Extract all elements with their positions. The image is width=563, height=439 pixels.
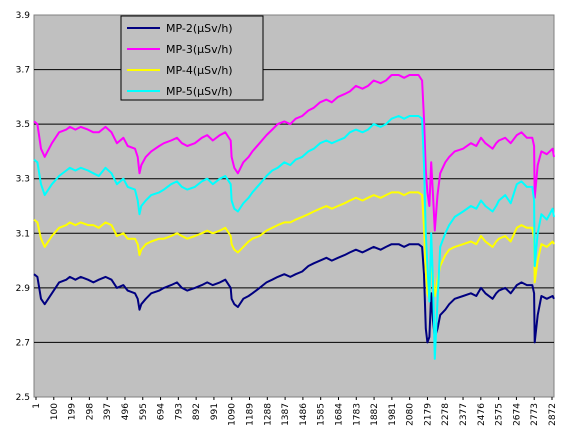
x-tick-label: 1 <box>32 403 42 409</box>
x-axis-ticks: 1 100 199 298 397 496 595 694 793 892 991 1090 1189 1… <box>32 397 558 426</box>
x-tick-label: 1684 <box>334 403 344 426</box>
x-tick-label: 1981 <box>388 403 398 426</box>
legend-label: MP-2(μSv/h) <box>166 22 233 35</box>
x-tick-label: 991 <box>210 403 220 420</box>
x-tick-label: 2674 <box>512 403 522 426</box>
x-tick-label: 1882 <box>370 403 380 426</box>
series-line-2 <box>33 243 555 344</box>
x-tick-label: 496 <box>121 403 131 420</box>
x-tick-label: 2080 <box>406 403 416 426</box>
x-tick-label: 1783 <box>352 403 362 426</box>
legend-label: MP-4(μSv/h) <box>166 64 233 77</box>
y-tick-label: 3.7 <box>16 66 30 76</box>
x-tick-label: 793 <box>174 403 184 420</box>
legend: MP-2(μSv/h) MP-3(μSv/h) MP-4(μSv/h) MP-5(μS… <box>120 15 264 101</box>
x-tick-label: 298 <box>85 403 95 420</box>
x-tick-label: 1387 <box>281 403 291 426</box>
y-tick-label: 2.7 <box>16 338 30 348</box>
x-tick-label: 694 <box>157 403 167 420</box>
x-tick-label: 2575 <box>495 403 505 426</box>
x-tick-label: 199 <box>68 403 78 420</box>
x-tick-label: 2278 <box>441 403 451 426</box>
x-tick-label: 2377 <box>459 403 469 426</box>
series-line-5 <box>33 115 555 360</box>
x-tick-label: 397 <box>103 403 113 420</box>
x-tick-label: 2179 <box>423 403 433 426</box>
x-tick-label: 595 <box>139 403 149 420</box>
x-tick-label: 100 <box>50 403 60 420</box>
x-tick-label: 2773 <box>530 403 540 426</box>
y-tick-label: 2.5 <box>16 393 30 403</box>
plot-area <box>33 14 555 398</box>
y-tick-label: 3.5 <box>16 120 30 130</box>
legend-label: MP-5(μSv/h) <box>166 85 233 98</box>
x-tick-label: 1288 <box>263 403 273 426</box>
y-tick-label: 2.9 <box>16 284 31 294</box>
legend-box <box>120 15 264 101</box>
y-tick-label: 3.3 <box>16 175 30 185</box>
y-axis-ticks: 2.5 2.7 2.9 3.1 3.3 3.5 3.7 3.9 <box>16 11 31 403</box>
x-tick-label: 1585 <box>317 403 327 426</box>
x-tick-label: 2476 <box>477 403 487 426</box>
y-tick-label: 3.9 <box>16 11 31 21</box>
x-tick-label: 1486 <box>299 403 309 426</box>
x-tick-label: 1189 <box>246 403 256 426</box>
legend-label: MP-3(μSv/h) <box>166 43 233 56</box>
series-line-4 <box>33 191 555 300</box>
series-line-3 <box>33 74 555 232</box>
x-tick-label: 2872 <box>548 403 558 426</box>
y-tick-label: 3.1 <box>16 229 30 239</box>
x-tick-label: 892 <box>192 403 202 420</box>
x-tick-label: 1090 <box>228 403 238 426</box>
series-lines <box>33 74 555 360</box>
